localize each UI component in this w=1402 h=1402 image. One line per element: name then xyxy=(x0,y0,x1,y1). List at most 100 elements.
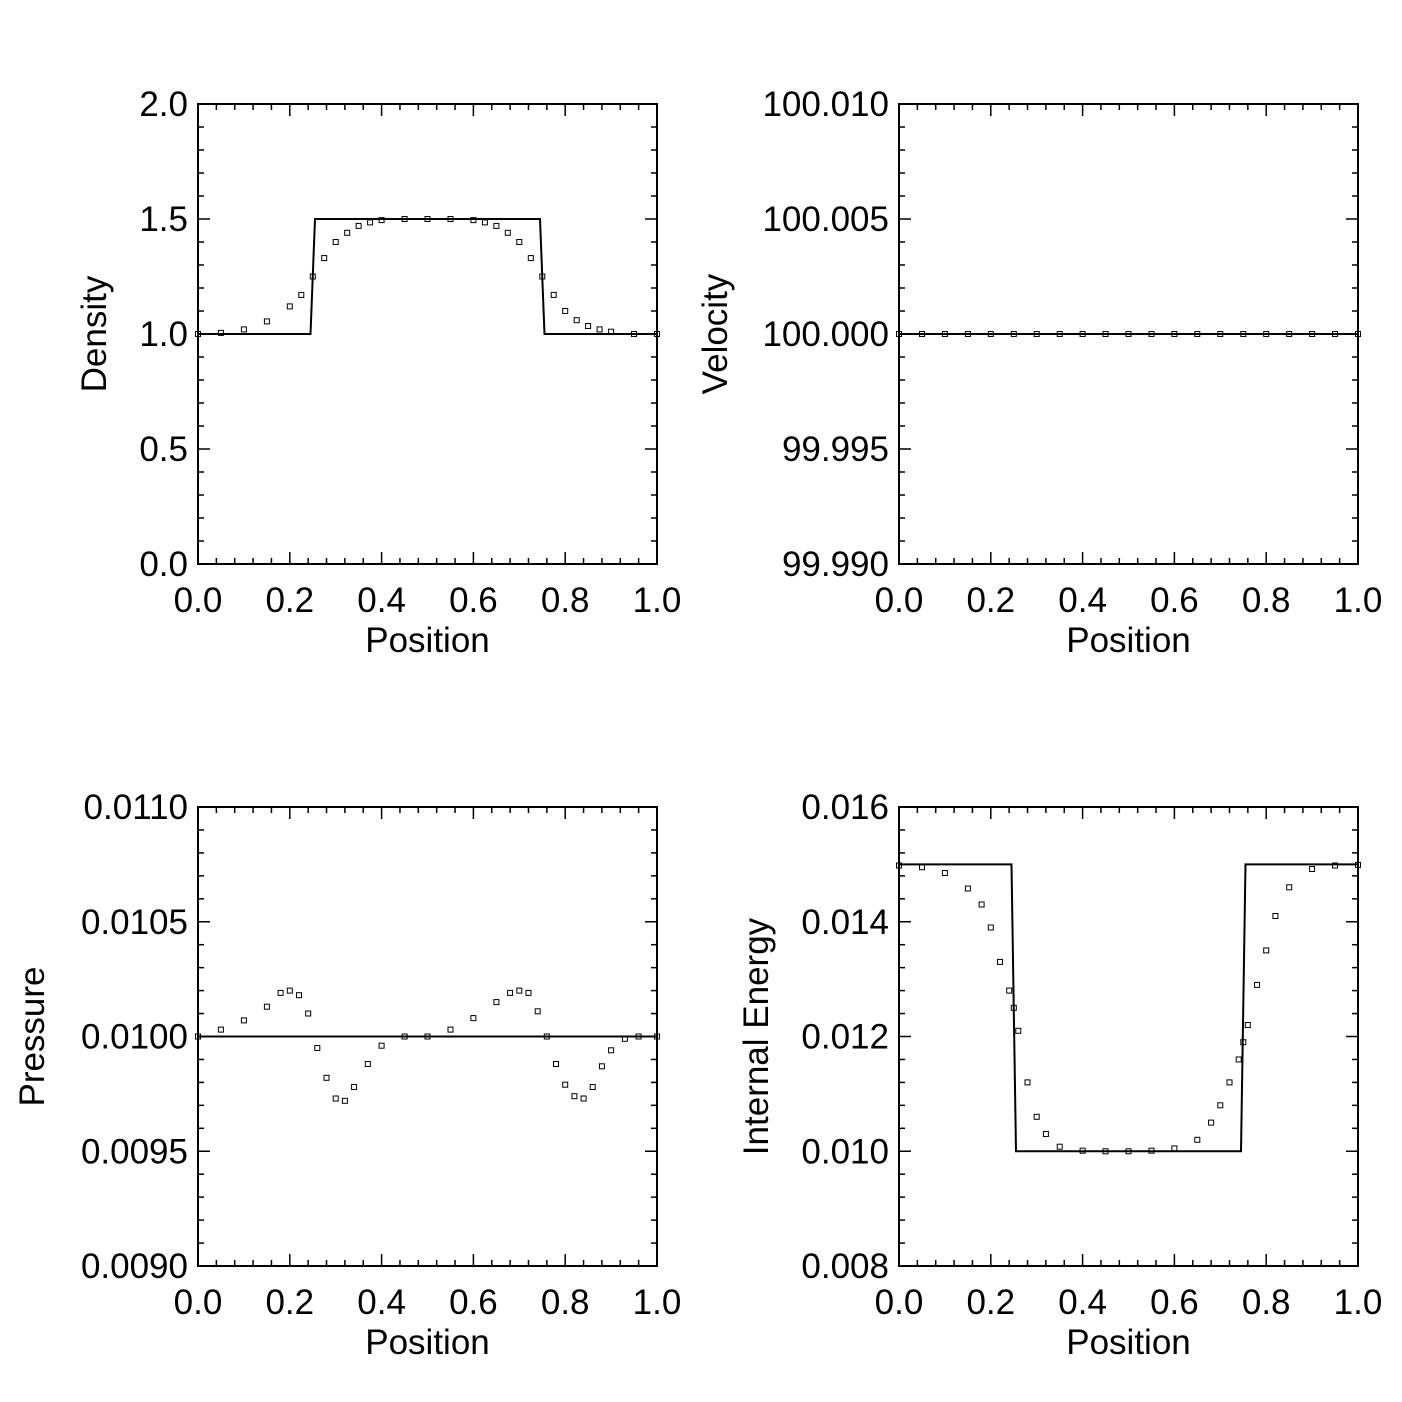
panel-bottom-right: 0.0 0.2 0.4 0.6 0.8 1.0 0.008 0.010 0.012 0.014 0.… xyxy=(737,788,1382,1362)
data-point xyxy=(516,987,523,994)
panel-bottom-left: 0.0 0.2 0.4 0.6 0.8 1.0 0.0090 0.0095 0.0100 0.01… xyxy=(13,788,681,1362)
data-point xyxy=(296,992,302,999)
y-tick-label: 0.008 xyxy=(801,1247,889,1286)
data-point xyxy=(341,1097,348,1104)
data-point xyxy=(263,1003,270,1010)
data-point xyxy=(355,222,362,229)
y-tick-label: 100.005 xyxy=(762,200,889,239)
data-point xyxy=(1286,331,1293,337)
data-point xyxy=(1033,331,1040,337)
x-tick-label: 0.6 xyxy=(449,1283,498,1322)
data-point xyxy=(1006,987,1013,994)
data-point xyxy=(378,1042,385,1049)
data-point xyxy=(470,1015,477,1022)
data-point xyxy=(481,219,488,226)
y-tick-label: 0.0095 xyxy=(81,1132,188,1171)
x-tick-label: 0.8 xyxy=(1242,581,1291,620)
y-tick-label: 99.995 xyxy=(782,430,889,469)
data-point xyxy=(1226,1079,1233,1086)
data-point xyxy=(1240,1039,1247,1046)
data-point xyxy=(314,1045,321,1051)
x-tick-label: 0.4 xyxy=(357,1283,406,1322)
data-point xyxy=(997,958,1003,965)
data-point xyxy=(1309,331,1316,337)
panel-top-left: 0.0 0.2 0.4 0.6 0.8 1.0 0.0 0.5 1.0 1.5 2.0 Positio… xyxy=(75,85,681,660)
data-point xyxy=(1102,331,1109,337)
data-point xyxy=(240,326,247,333)
data-point xyxy=(470,217,477,224)
panel-top-right: 0.0 0.2 0.4 0.6 0.8 1.0 99.990 99.995 100.000 100… xyxy=(696,85,1382,660)
data-point xyxy=(401,1033,408,1040)
data-point xyxy=(277,989,284,996)
data-point xyxy=(507,989,514,996)
data-point xyxy=(263,318,270,325)
data-point xyxy=(1194,1136,1201,1143)
data-point xyxy=(217,1026,224,1033)
data-point xyxy=(367,219,374,226)
data-point xyxy=(1079,331,1086,337)
data-point xyxy=(323,1074,330,1081)
y-tick-label: 1.5 xyxy=(139,200,188,239)
data-point xyxy=(525,989,532,996)
data-point xyxy=(1254,981,1260,988)
data-point xyxy=(1015,1027,1022,1034)
y-tick-label: 2.0 xyxy=(139,85,188,124)
data-point xyxy=(1056,1143,1063,1150)
x-tick-label: 1.0 xyxy=(633,581,682,620)
x-tick-label: 0.2 xyxy=(966,1283,1015,1322)
y-tick-label: 0.0100 xyxy=(81,1018,188,1057)
data-point xyxy=(1263,947,1270,954)
data-point xyxy=(1194,331,1201,337)
data-point xyxy=(987,924,994,931)
data-point xyxy=(1263,331,1270,337)
data-point xyxy=(378,217,385,224)
data-point xyxy=(1056,331,1063,337)
data-point xyxy=(608,328,615,335)
data-point xyxy=(1244,1022,1251,1028)
x-tick-label: 1.0 xyxy=(633,1283,682,1322)
y-tick-label: 100.000 xyxy=(762,315,889,354)
data-point xyxy=(504,229,511,236)
data-point xyxy=(571,1093,578,1100)
data-point xyxy=(309,273,316,280)
y-tick-label: 0.016 xyxy=(801,788,889,827)
data-point xyxy=(424,216,431,222)
x-axis-label: Position xyxy=(365,1323,490,1362)
y-tick-label: 0.5 xyxy=(139,430,188,469)
data-point xyxy=(562,308,569,314)
x-tick-label: 0.6 xyxy=(1150,1283,1199,1322)
x-tick-label: 0.8 xyxy=(541,1283,590,1322)
data-point xyxy=(987,331,994,337)
data-point xyxy=(1208,1119,1215,1126)
x-tick-label: 1.0 xyxy=(1334,1283,1383,1322)
data-point xyxy=(941,870,948,876)
y-axis-label: Density xyxy=(75,275,114,392)
data-point xyxy=(598,1063,605,1070)
series-line xyxy=(198,218,657,335)
x-tick-label: 0.0 xyxy=(174,1283,223,1322)
data-point xyxy=(1079,1147,1086,1154)
data-point xyxy=(1102,1148,1109,1155)
data-point xyxy=(550,291,557,298)
data-point xyxy=(978,901,985,908)
data-point xyxy=(1148,1147,1155,1154)
data-point xyxy=(447,1026,454,1033)
data-point xyxy=(401,216,408,222)
x-tick-label: 0.2 xyxy=(265,581,314,620)
x-axis-label: Position xyxy=(1066,621,1191,660)
x-axis-label: Position xyxy=(1066,1323,1191,1362)
data-point xyxy=(1240,331,1247,337)
x-tick-label: 0.8 xyxy=(1242,1283,1291,1322)
data-point xyxy=(964,885,971,892)
data-point xyxy=(1010,1004,1017,1011)
data-point xyxy=(621,1035,628,1042)
data-point xyxy=(1125,331,1132,337)
y-axis-label: Internal Energy xyxy=(737,917,776,1155)
data-point xyxy=(286,303,293,310)
data-point xyxy=(964,331,971,337)
data-point xyxy=(1010,331,1017,337)
data-point xyxy=(585,323,592,329)
data-point xyxy=(1235,1056,1242,1063)
data-point xyxy=(553,1061,559,1067)
